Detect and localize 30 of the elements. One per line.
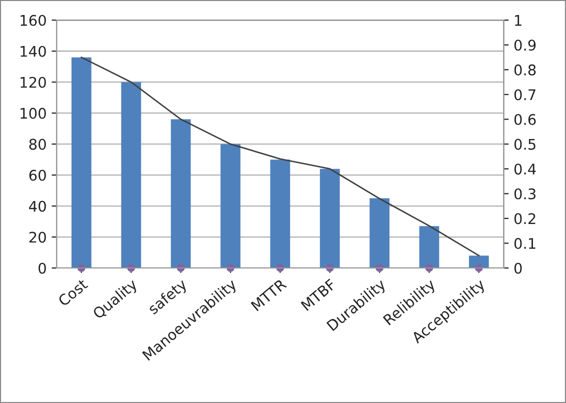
y-tick-label: 20 [29, 232, 46, 243]
x-tick-label: Cost [57, 278, 88, 307]
y2-tick-label: 0.4 [514, 164, 536, 175]
bar [72, 57, 92, 268]
y-tick-label: 60 [29, 170, 46, 181]
y-tick-label: 140 [20, 46, 46, 57]
y2-tick-label: 0 [514, 262, 522, 274]
bar [170, 119, 191, 268]
y-tick-label: 120 [20, 76, 46, 88]
bar [419, 226, 440, 268]
y2-tick-label: 0.5 [514, 138, 536, 150]
bar [320, 168, 340, 268]
y-tick-label: 100 [20, 108, 46, 119]
y2-tick-label: 0.6 [514, 114, 536, 126]
y-tick-label: 40 [29, 200, 46, 212]
line-series [80, 56, 480, 256]
y2-tick-label: 0.7 [514, 89, 536, 100]
y2-tick-label: 1 [515, 15, 522, 26]
y2-tick-label: 0.2 [514, 213, 536, 224]
y-tick-label: 0 [38, 262, 46, 274]
y2-tick-label: 0.3 [514, 188, 536, 200]
y-tick-label: 160 [20, 14, 46, 26]
bar [121, 82, 142, 268]
y2-tick-label: 0.1 [514, 238, 536, 249]
y2-tick-label: 0.9 [514, 40, 536, 51]
bar [370, 198, 390, 268]
y2-tick-label: 0.8 [514, 64, 536, 76]
y-tick-label: 80 [29, 138, 46, 150]
bar [270, 160, 290, 268]
bar [220, 144, 240, 268]
